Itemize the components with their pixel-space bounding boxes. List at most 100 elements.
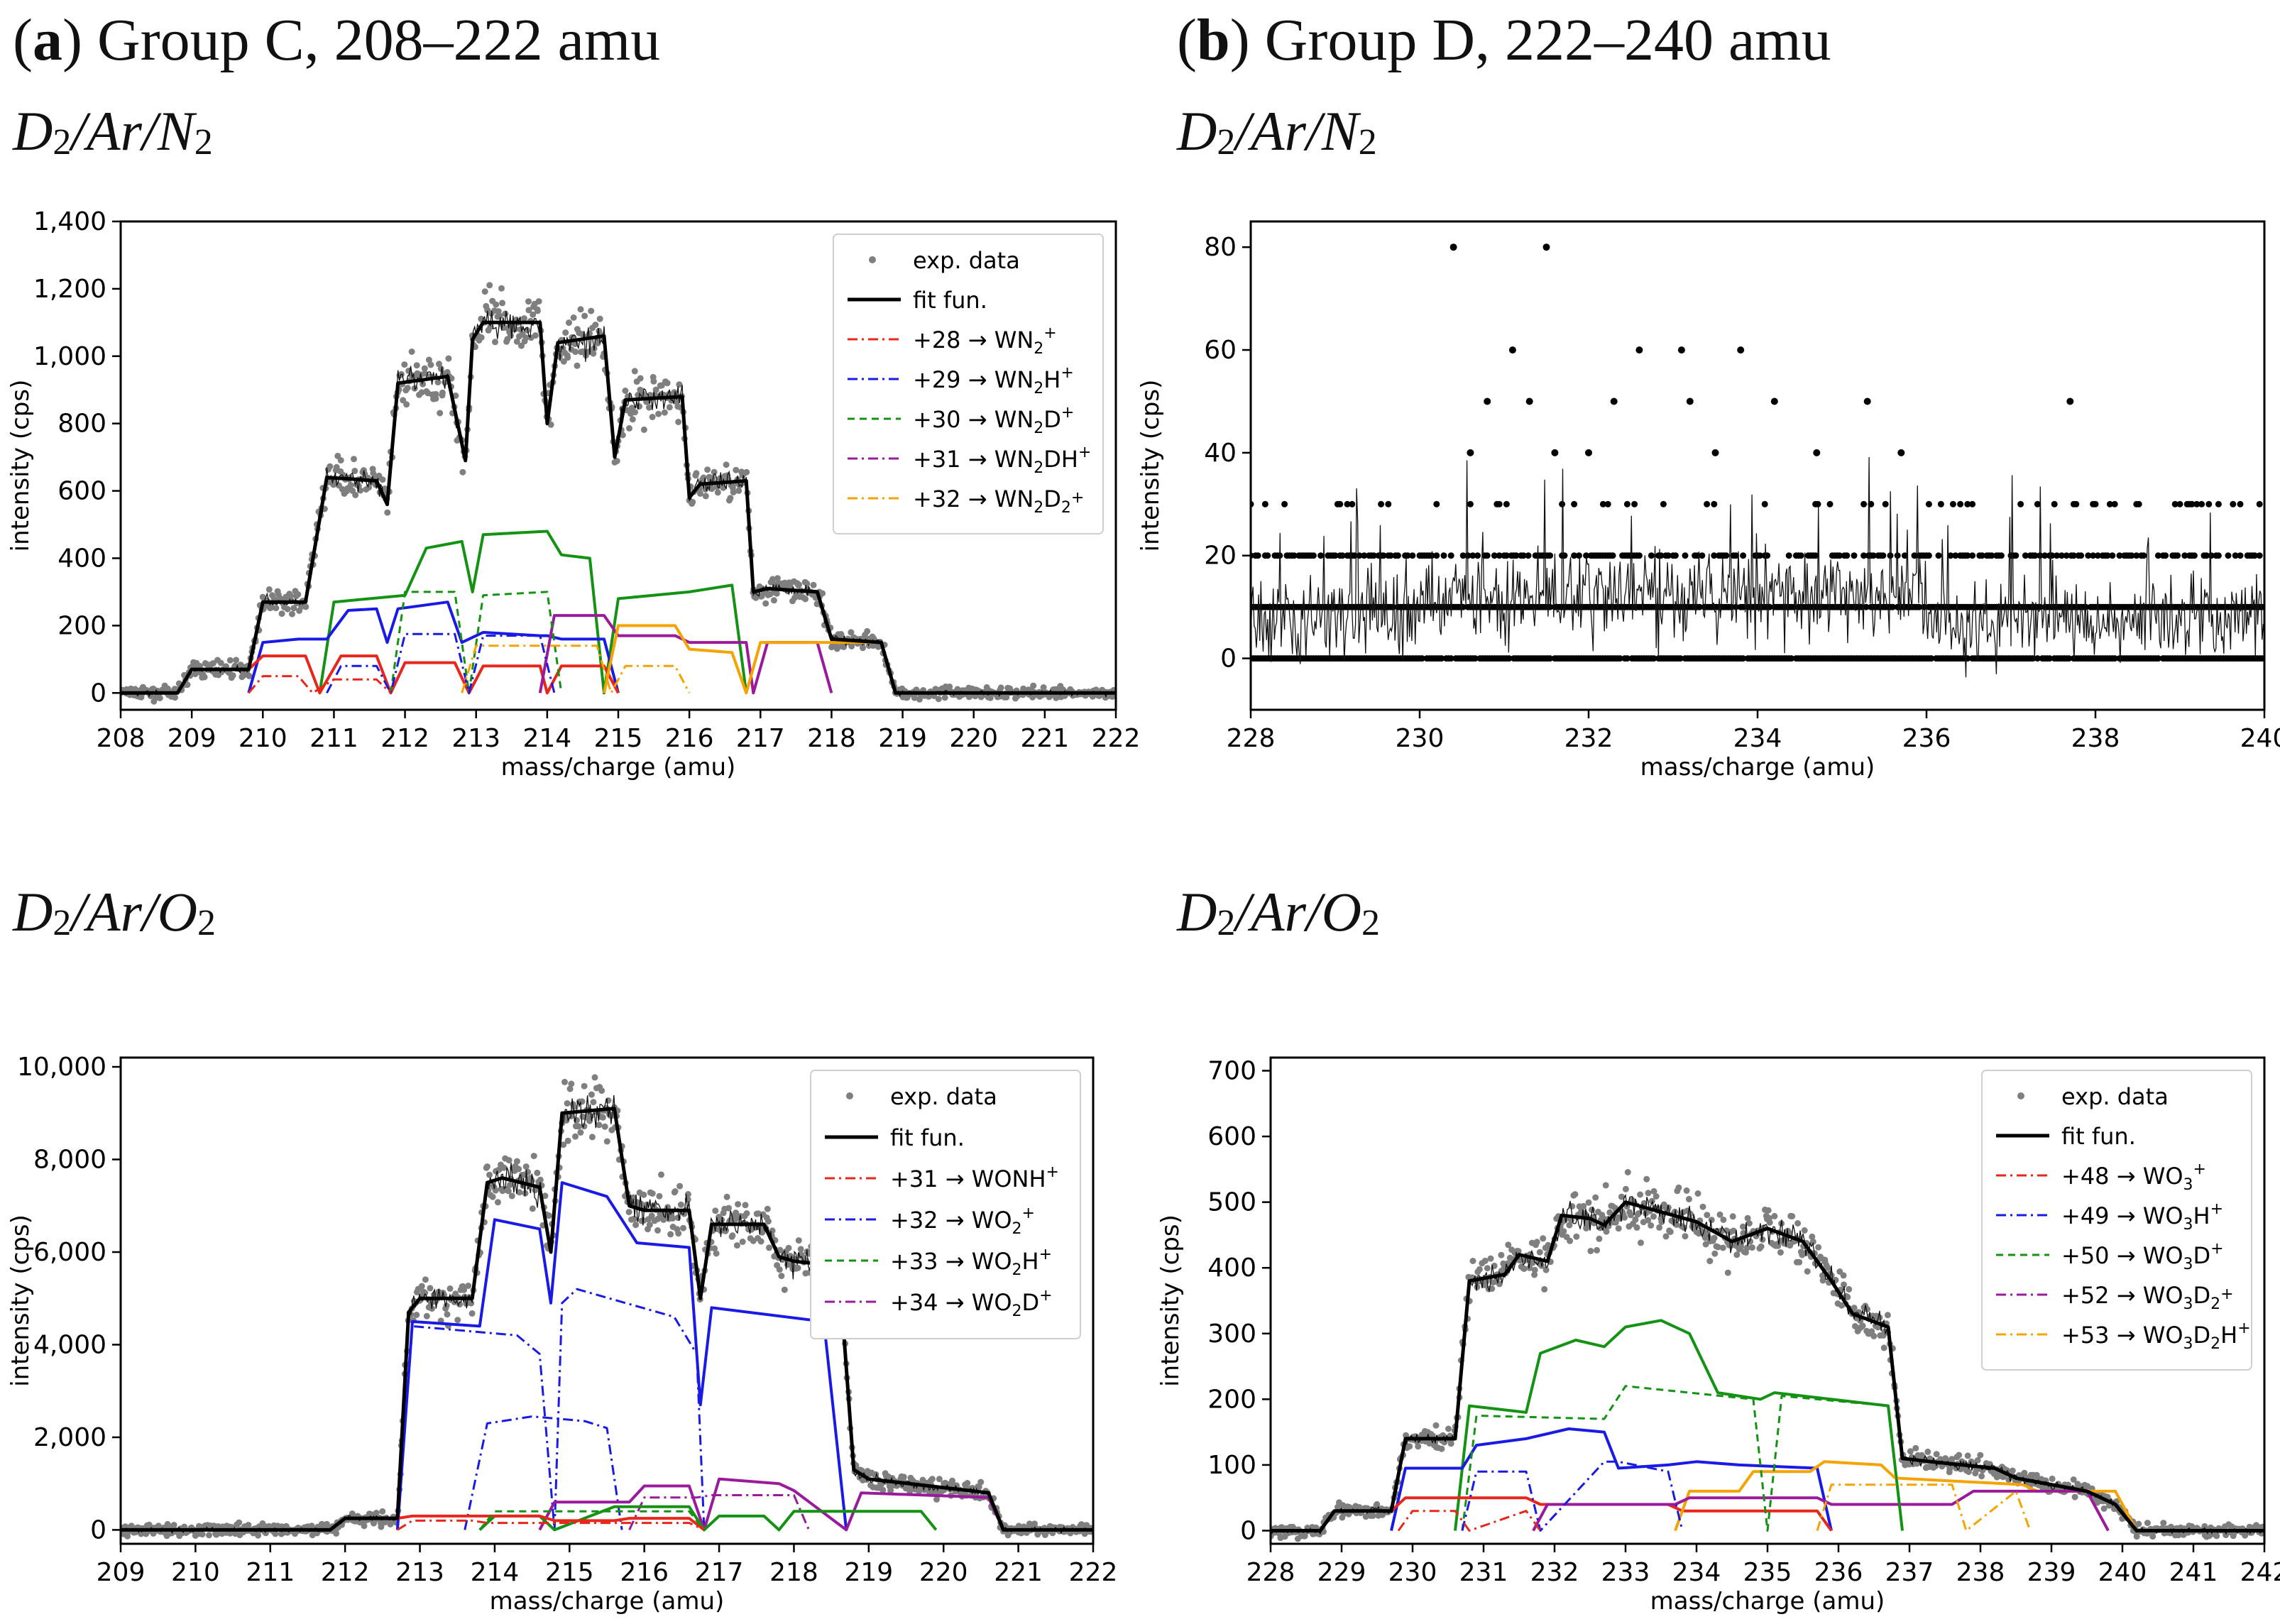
exp-point xyxy=(1912,1444,1919,1452)
exp-point xyxy=(785,1244,792,1251)
x-tick-label: 220 xyxy=(919,1558,968,1587)
exp-point xyxy=(1924,1448,1931,1455)
exp-point xyxy=(1711,552,1718,559)
exp-point xyxy=(1571,500,1578,508)
exp-point xyxy=(677,1201,684,1208)
x-tick-label: 236 xyxy=(1814,1558,1863,1587)
exp-point xyxy=(1719,1244,1726,1251)
exp-point xyxy=(564,1100,571,1107)
y-tick-label: 1,400 xyxy=(33,207,106,236)
exp-point xyxy=(1547,552,1554,559)
exp-point xyxy=(1720,1217,1727,1223)
x-tick-label: 212 xyxy=(380,724,429,753)
x-tick-label: 215 xyxy=(594,724,643,753)
exp-point xyxy=(778,1273,785,1280)
exp-point xyxy=(1819,1272,1826,1279)
exp-point xyxy=(1766,603,1773,610)
y-tick-label: 8,000 xyxy=(33,1146,106,1175)
exp-point xyxy=(1447,1440,1454,1447)
exp-point xyxy=(794,1264,801,1271)
y-axis-label: intensity (cps) xyxy=(6,1214,35,1387)
exp-point xyxy=(530,311,537,318)
exp-point xyxy=(2073,500,2080,508)
exp-point xyxy=(373,1510,380,1516)
component-line-purple-dashdot xyxy=(628,1494,810,1531)
x-tick-label: 234 xyxy=(1733,724,1782,753)
exp-point xyxy=(1665,552,1672,559)
x-tick-label: 234 xyxy=(1672,1558,1721,1587)
exp-point xyxy=(1928,655,1935,662)
exp-point xyxy=(964,1480,971,1486)
exp-point xyxy=(693,470,700,477)
exp-point xyxy=(1604,500,1611,508)
exp-point xyxy=(333,463,340,471)
x-tick-label: 216 xyxy=(665,724,714,753)
legend-label: +31 → WONH+ xyxy=(890,1163,1059,1192)
exp-point xyxy=(838,631,845,637)
exp-point xyxy=(906,1488,914,1495)
exp-point xyxy=(1332,552,1339,559)
exp-point xyxy=(1612,1219,1619,1226)
exp-point xyxy=(437,410,444,417)
exp-point xyxy=(2133,552,2140,559)
exp-point xyxy=(1949,500,1956,508)
exp-point xyxy=(492,1187,499,1194)
exp-point xyxy=(946,684,953,690)
plot-area-b1 xyxy=(1251,243,2264,678)
exp-point xyxy=(384,509,391,516)
exp-point xyxy=(1503,500,1510,508)
y-tick-label: 4,000 xyxy=(33,1330,106,1359)
exp-point xyxy=(860,644,866,652)
exp-point xyxy=(755,1210,762,1217)
exp-point xyxy=(733,1242,740,1249)
exp-point xyxy=(2193,500,2200,508)
exp-point xyxy=(422,1276,429,1283)
exp-point xyxy=(1585,1199,1592,1206)
legend-label: exp. data xyxy=(890,1083,997,1110)
exp-point xyxy=(1394,552,1401,559)
exp-point xyxy=(1385,500,1392,508)
exp-point xyxy=(1594,1246,1601,1253)
component-line-orange-solid xyxy=(1674,1460,2138,1532)
exp-point xyxy=(2106,500,2113,508)
exp-point xyxy=(671,389,678,396)
x-tick-label: 231 xyxy=(1459,1558,1508,1587)
y-tick-label: 80 xyxy=(1204,233,1237,262)
exp-point xyxy=(1704,500,1711,508)
exp-point xyxy=(378,1523,385,1530)
exp-point xyxy=(1572,1191,1579,1198)
x-tick-label: 220 xyxy=(949,724,998,753)
exp-point xyxy=(508,1192,515,1200)
x-tick-label: 222 xyxy=(1069,1558,1118,1587)
exp-point xyxy=(1844,1293,1851,1300)
exp-point xyxy=(1513,552,1520,559)
y-tick-label: 1,200 xyxy=(33,275,106,304)
exp-point xyxy=(1378,500,1385,508)
exp-point xyxy=(272,1530,279,1537)
plot-area-a1 xyxy=(121,282,1116,705)
exp-point xyxy=(1387,552,1394,559)
exp-point xyxy=(1648,1222,1655,1229)
x-axis-label: mass/charge (amu) xyxy=(490,1587,725,1615)
exp-point xyxy=(781,1286,788,1293)
exp-point xyxy=(667,1231,674,1238)
legend-label: +29 → WN2H+ xyxy=(913,364,1074,397)
component-line-blue-dashdot xyxy=(326,632,556,694)
exp-point xyxy=(459,468,466,476)
y-tick-label: 40 xyxy=(1204,439,1237,468)
plot-frame xyxy=(119,1056,1095,1545)
exp-point xyxy=(2160,1520,2167,1527)
exp-point xyxy=(425,356,432,363)
exp-point xyxy=(1743,1244,1750,1251)
exp-point xyxy=(2012,552,2019,559)
exp-point xyxy=(226,657,234,664)
exp-point xyxy=(487,324,494,331)
legend-label: fit fun. xyxy=(913,287,987,314)
exp-point xyxy=(1525,397,1533,405)
exp-point xyxy=(427,1285,434,1292)
exp-point xyxy=(1925,500,1932,508)
y-tick-label: 200 xyxy=(57,611,106,640)
fit-line xyxy=(121,320,1116,695)
exp-point xyxy=(592,322,599,329)
exp-point xyxy=(1977,1452,1984,1459)
